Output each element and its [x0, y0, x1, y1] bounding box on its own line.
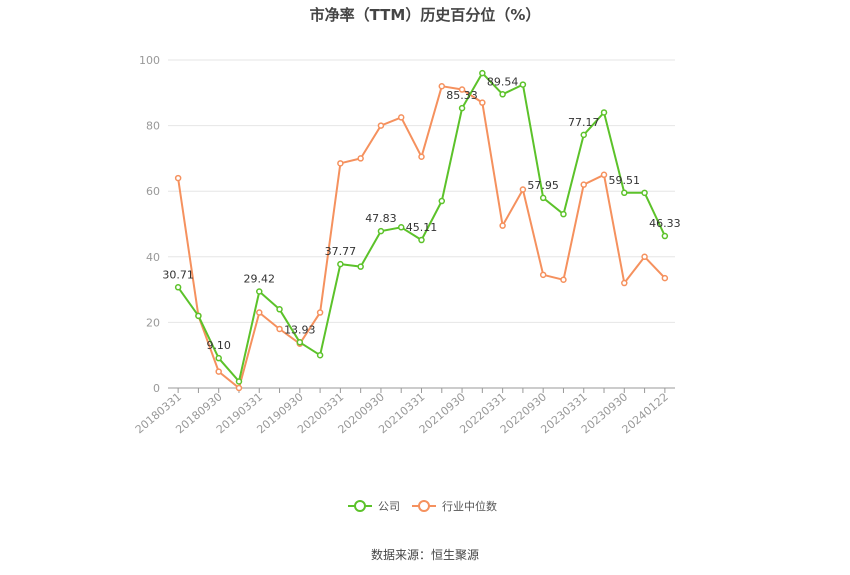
data-point[interactable]: [621, 279, 628, 287]
data-point[interactable]: [560, 276, 567, 284]
data-point[interactable]: [600, 171, 608, 179]
data-point[interactable]: [337, 160, 344, 167]
y-tick-label: 100: [139, 54, 160, 67]
data-point[interactable]: [438, 197, 446, 205]
legend-label: 公司: [378, 500, 400, 513]
chart-title: 市净率（TTM）历史百分位（%）: [310, 6, 541, 24]
legend-item-0[interactable]: 公司: [348, 500, 400, 513]
data-point[interactable]: [580, 131, 587, 139]
data-point[interactable]: [174, 284, 182, 291]
data-point[interactable]: [397, 224, 405, 231]
y-tick-label: 0: [153, 382, 160, 395]
data-point[interactable]: [479, 99, 486, 106]
data-label: 29.42: [244, 273, 276, 286]
data-point[interactable]: [458, 104, 466, 112]
y-tick-label: 20: [146, 316, 160, 329]
data-point[interactable]: [438, 82, 446, 90]
data-point[interactable]: [519, 81, 527, 88]
data-point[interactable]: [276, 325, 283, 333]
data-point[interactable]: [256, 288, 263, 295]
data-point[interactable]: [256, 309, 263, 316]
data-point[interactable]: [580, 181, 587, 188]
data-point[interactable]: [174, 174, 182, 182]
legend-item-1[interactable]: 行业中位数: [412, 499, 497, 513]
data-point[interactable]: [316, 309, 324, 316]
data-point[interactable]: [499, 91, 506, 98]
data-point[interactable]: [276, 306, 283, 313]
data-point[interactable]: [539, 194, 547, 202]
data-point[interactable]: [357, 155, 364, 162]
axes: 2018033120180930201903312019093020200331…: [133, 387, 675, 436]
data-label: 9.10: [206, 339, 231, 352]
data-point[interactable]: [661, 274, 669, 282]
data-label: 46.33: [649, 217, 681, 230]
data-label: 37.77: [325, 245, 357, 258]
data-point[interactable]: [215, 368, 222, 375]
data-point[interactable]: [600, 109, 608, 116]
legend-marker: [418, 500, 430, 512]
data-point[interactable]: [458, 86, 466, 93]
y-tick-label: 40: [146, 251, 160, 264]
data-label: 13.93: [284, 323, 316, 336]
data-point[interactable]: [418, 153, 425, 161]
data-point[interactable]: [195, 312, 202, 320]
y-tick-label: 60: [146, 185, 160, 198]
data-point[interactable]: [621, 189, 628, 197]
data-point[interactable]: [357, 263, 364, 270]
data-point[interactable]: [316, 351, 324, 359]
data-point[interactable]: [560, 210, 567, 218]
data-point[interactable]: [418, 236, 425, 244]
data-point[interactable]: [519, 186, 527, 193]
data-point[interactable]: [235, 384, 243, 392]
data-point[interactable]: [337, 260, 344, 268]
data-point[interactable]: [499, 222, 506, 229]
data-point[interactable]: [377, 227, 385, 235]
legend-marker: [354, 500, 366, 512]
data-label: 59.51: [609, 174, 641, 187]
y-tick-label: 80: [146, 120, 160, 133]
legend-label: 行业中位数: [442, 499, 497, 513]
series-layer: [174, 69, 669, 392]
data-label: 47.83: [365, 212, 397, 225]
data-point[interactable]: [296, 339, 304, 346]
data-label: 77.17: [568, 116, 600, 129]
data-label: 45.11: [406, 221, 438, 234]
data-point[interactable]: [235, 378, 243, 385]
data-point[interactable]: [215, 354, 222, 362]
legend[interactable]: 公司 行业中位数: [348, 499, 497, 513]
data-label: 30.71: [162, 268, 194, 281]
grid-lines: 0 20 40 60 80 100: [139, 54, 675, 395]
data-label: 89.54: [487, 75, 519, 88]
data-labels: 30.71 9.10 29.42 13.93 37.77 47.83 45.11 85.33 8…: [162, 75, 680, 352]
data-point[interactable]: [641, 189, 648, 197]
data-label: 57.95: [527, 179, 559, 192]
data-label: 85.33: [446, 89, 478, 102]
data-point[interactable]: [479, 69, 486, 77]
data-point[interactable]: [397, 114, 405, 121]
source-note: 数据来源：恒生聚源: [371, 547, 479, 562]
data-point[interactable]: [661, 232, 669, 240]
data-point[interactable]: [539, 271, 547, 279]
data-point[interactable]: [377, 122, 385, 129]
data-point[interactable]: [641, 253, 648, 261]
